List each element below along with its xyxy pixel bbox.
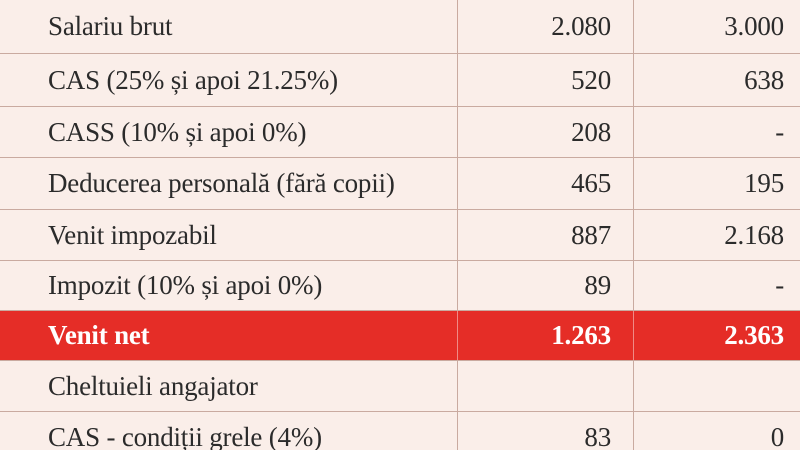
table-row: CAS - condiții grele (4%) 83 0 — [0, 411, 800, 450]
row-value-2 — [634, 361, 800, 411]
row-label: Cheltuieli angajator — [0, 361, 458, 411]
row-value-2: 2.168 — [724, 219, 784, 250]
table-row: Salariu brut 2.080 3.000 — [0, 0, 800, 53]
row-value-2: - — [775, 270, 784, 300]
table-row: Venit impozabil 887 2.168 — [0, 209, 800, 260]
row-label: CASS (10% și apoi 0%) — [0, 107, 458, 157]
row-value-2: 195 — [744, 168, 784, 198]
row-value-2: 2.363 — [724, 320, 784, 350]
row-value-1: 89 — [458, 261, 634, 310]
net-income-row: Venit net 1.263 2.363 — [0, 310, 800, 360]
row-label: CAS (25% și apoi 21.25%) — [0, 54, 458, 106]
row-value-1: 83 — [458, 412, 634, 450]
row-label: CAS - condiții grele (4%) — [0, 412, 458, 450]
row-value-2: - — [775, 116, 784, 147]
row-label: Venit impozabil — [0, 210, 458, 260]
row-value-1: 465 — [458, 158, 634, 209]
row-value-1: 2.080 — [458, 0, 634, 53]
row-value-2: 0 — [770, 422, 785, 450]
row-value-2: 638 — [744, 64, 784, 95]
table-row: CASS (10% și apoi 0%) 208 - — [0, 106, 800, 157]
row-label: Salariu brut — [0, 0, 458, 53]
table-row: Cheltuieli angajator — [0, 360, 800, 411]
row-value-1 — [458, 361, 634, 411]
row-value-1: 1.263 — [458, 311, 634, 360]
table-row: Deducerea personală (fără copii) 465 195 — [0, 157, 800, 209]
row-label: Venit net — [0, 311, 458, 360]
table-row: Impozit (10% și apoi 0%) 89 - — [0, 260, 800, 310]
row-value-1: 887 — [458, 210, 634, 260]
row-value-2: 3.000 — [724, 10, 784, 41]
row-label: Impozit (10% și apoi 0%) — [0, 261, 458, 310]
row-value-1: 520 — [458, 54, 634, 106]
table-row: CAS (25% și apoi 21.25%) 520 638 — [0, 53, 800, 106]
row-label: Deducerea personală (fără copii) — [0, 158, 458, 209]
row-value-1: 208 — [458, 107, 634, 157]
